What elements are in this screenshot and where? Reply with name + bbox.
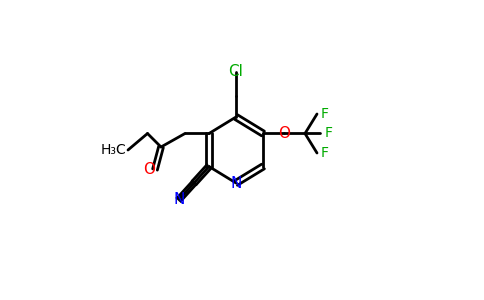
Text: O: O <box>143 162 155 177</box>
Text: F: F <box>325 127 333 140</box>
Text: Cl: Cl <box>228 64 243 80</box>
Text: N: N <box>230 176 242 190</box>
Text: O: O <box>278 126 290 141</box>
Text: H₃C: H₃C <box>101 143 126 157</box>
Text: F: F <box>320 107 329 121</box>
Text: N: N <box>173 192 185 207</box>
Text: F: F <box>320 146 329 160</box>
